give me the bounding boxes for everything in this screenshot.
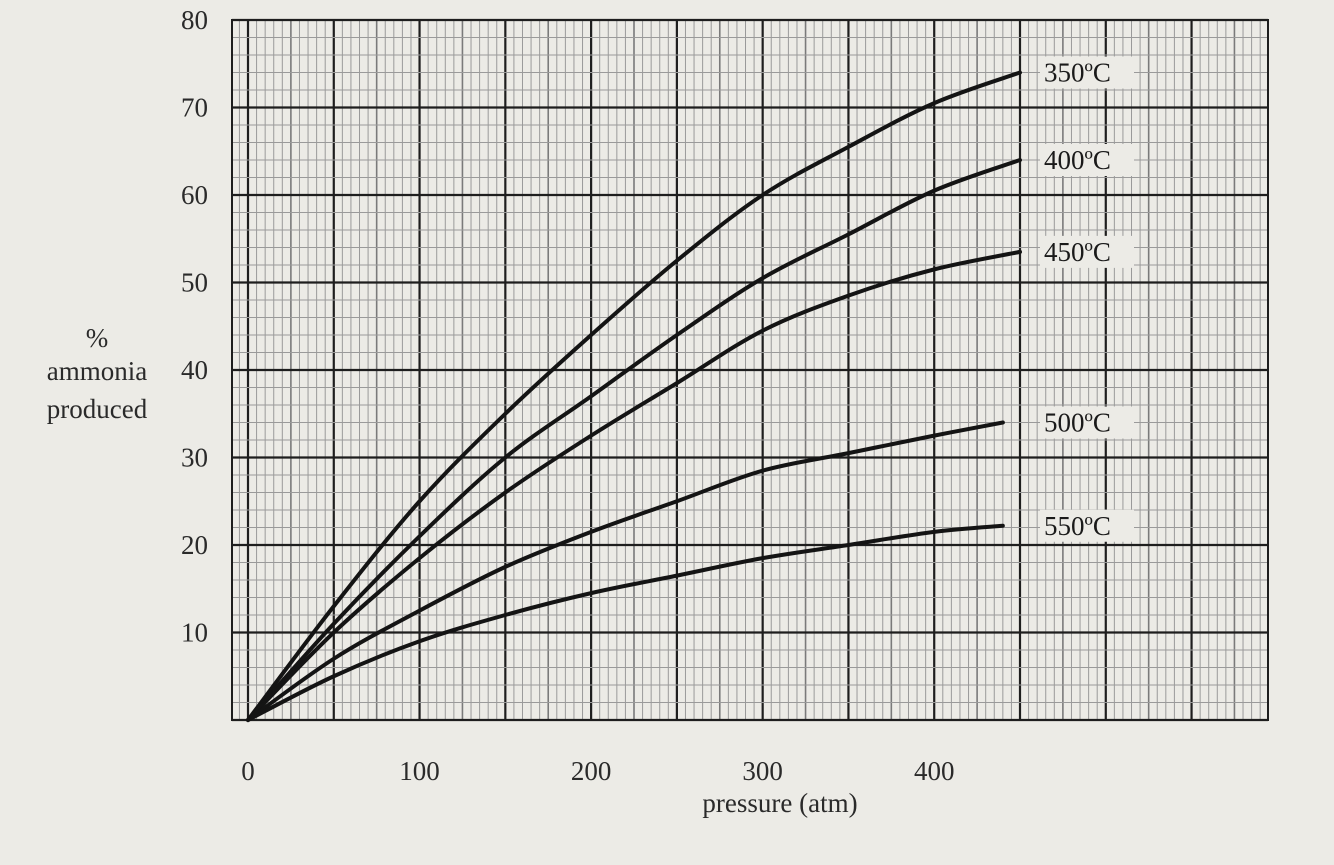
y-tick-label: 70 [181, 93, 208, 123]
y-tick-label: 80 [181, 5, 208, 35]
series-line [246, 158, 1022, 722]
y-tick-labels: 10 20 30 40 50 60 70 80 [181, 5, 208, 648]
series-line [246, 70, 1022, 722]
y-tick-label: 40 [181, 355, 208, 385]
series-line [246, 523, 1005, 722]
series-label: 400ºC [1044, 145, 1111, 175]
series-label: 500ºC [1044, 408, 1111, 438]
y-axis-label-line-1: % [86, 323, 109, 353]
y-tick-label: 50 [181, 268, 208, 298]
series-lines [246, 70, 1022, 722]
series-label: 450ºC [1044, 237, 1111, 267]
x-axis-label: pressure (atm) [702, 788, 857, 818]
series-label-bg [1040, 144, 1134, 176]
y-axis-label-line-3: produced [47, 394, 148, 424]
x-tick-label: 200 [571, 756, 612, 786]
plot-frame [231, 19, 1269, 721]
series-label: 550ºC [1044, 511, 1111, 541]
x-tick-label: 400 [914, 756, 955, 786]
series-label-bg [1040, 406, 1134, 439]
grid [231, 18, 1269, 722]
series-label-bg [1040, 509, 1134, 542]
series-labels: 350ºC 400ºC 450ºC 500ºC 550ºC [1040, 56, 1134, 542]
y-tick-label: 20 [181, 530, 208, 560]
y-tick-label: 10 [181, 618, 208, 648]
series-label-bg [1040, 56, 1134, 89]
x-tick-label: 0 [241, 756, 255, 786]
x-tick-label: 300 [742, 756, 783, 786]
series-line [246, 249, 1022, 722]
series-line [246, 420, 1005, 722]
y-axis-label-line-2: ammonia [47, 356, 147, 386]
series-label: 350ºC [1044, 58, 1111, 88]
y-axis-label: % ammonia produced [47, 323, 148, 424]
y-tick-label: 30 [181, 443, 208, 473]
x-tick-labels: 0 100 200 300 400 [241, 756, 954, 786]
series-label-bg [1040, 235, 1134, 268]
y-tick-label: 60 [181, 180, 208, 210]
x-tick-label: 100 [399, 756, 440, 786]
